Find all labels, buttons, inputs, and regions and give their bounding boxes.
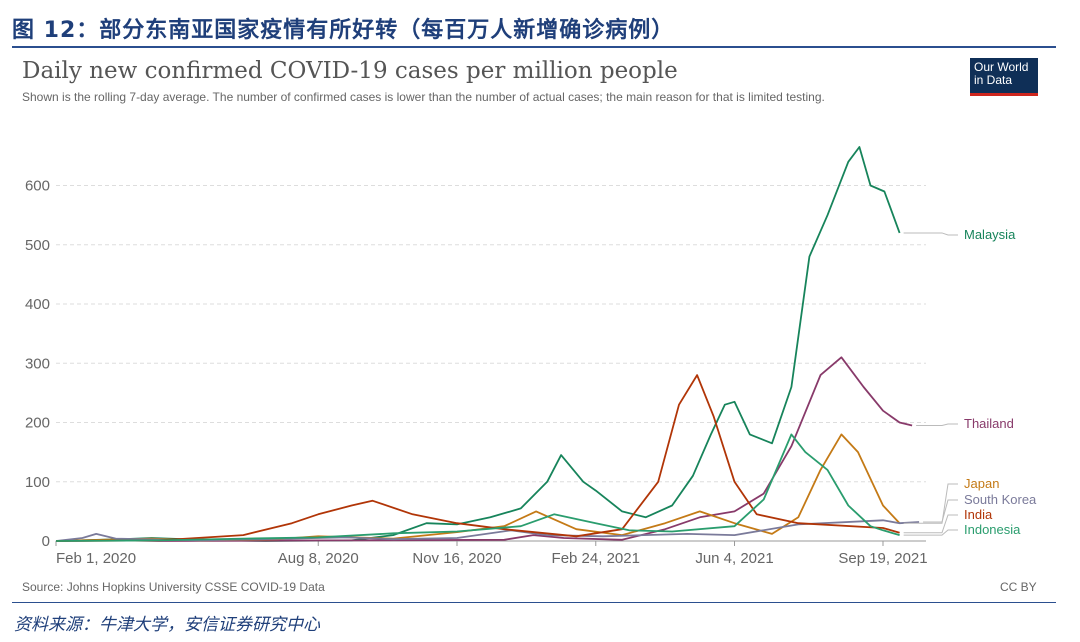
y-tick-label: 0 <box>42 533 50 550</box>
series-label: Thailand <box>964 416 1014 431</box>
series-label: Indonesia <box>964 522 1021 537</box>
figure-title: 图 12：部分东南亚国家疫情有所好转（每百万人新增确诊病例） <box>12 18 675 43</box>
series-connector <box>903 514 958 534</box>
y-tick-label: 600 <box>25 178 50 195</box>
series-line-india <box>55 374 900 542</box>
series-line-indonesia <box>55 433 900 542</box>
chart-source[interactable]: Source: Johns Hopkins University CSSE CO… <box>22 580 325 594</box>
y-tick-label: 400 <box>25 296 50 313</box>
chart-title: Daily new confirmed COVID-19 cases per m… <box>22 58 678 84</box>
x-tick-label: Aug 8, 2020 <box>278 550 359 567</box>
x-tick-label: Sep 19, 2021 <box>838 550 927 567</box>
footer-rule <box>12 602 1056 603</box>
series-label: South Korea <box>964 492 1037 507</box>
license-label[interactable]: CC BY <box>1000 580 1037 594</box>
logo-bar <box>970 93 1038 96</box>
logo-line-1: Our World <box>974 60 1029 74</box>
series-label: Malaysia <box>964 227 1016 242</box>
figure-header: 图 12：部分东南亚国家疫情有所好转（每百万人新增确诊病例） <box>12 8 1062 48</box>
owid-logo[interactable]: Our World in Data <box>970 58 1038 96</box>
series-connector <box>903 529 958 536</box>
y-tick-label: 200 <box>25 415 50 432</box>
y-tick-label: 500 <box>25 237 50 254</box>
x-tick-label: Feb 1, 2020 <box>56 550 136 567</box>
series-connector <box>916 423 958 426</box>
y-tick-label: 300 <box>25 355 50 372</box>
series-label: Japan <box>964 476 999 491</box>
axis-layer: 0 100 200 300 400 500 600 Feb 1, 2020 Aug 8, 202… <box>25 178 928 567</box>
series-connector <box>923 499 958 523</box>
logo-line-2: in Data <box>974 73 1013 87</box>
header-rule <box>12 46 1056 48</box>
line-chart: 0 100 200 300 400 500 600 Feb 1, 2020 Aug 8, 202… <box>25 146 1037 567</box>
x-tick-label: Jun 4, 2021 <box>695 550 773 567</box>
series-connector <box>903 483 958 524</box>
series-label: India <box>964 507 993 522</box>
x-tick-label: Feb 24, 2021 <box>552 550 640 567</box>
x-tick-label: Nov 16, 2020 <box>412 550 501 567</box>
y-tick-label: 100 <box>25 474 50 491</box>
chart-subtitle: Shown is the rolling 7-day average. The … <box>22 90 825 104</box>
figure-source: 资料来源：牛津大学，安信证券研究中心 <box>14 615 320 635</box>
series-line-thailand <box>55 356 913 542</box>
series-connector <box>903 232 958 236</box>
series-layer <box>55 146 920 542</box>
